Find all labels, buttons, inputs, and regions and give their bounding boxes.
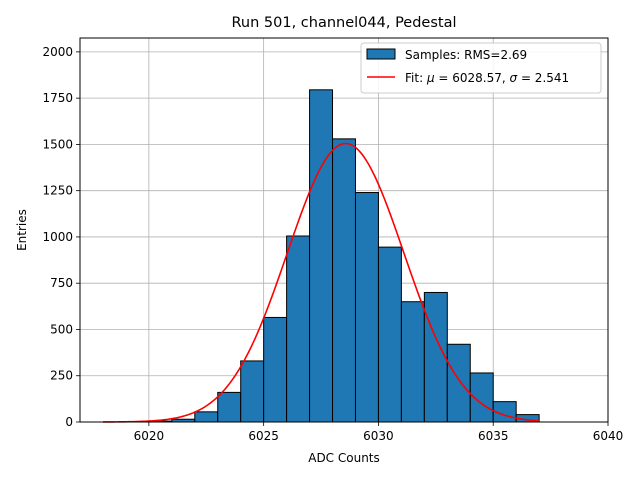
histogram-bar [446, 343, 471, 423]
x-tick-label: 6030 [363, 429, 394, 443]
y-axis-ticks: 0 250 500 750 1000 1250 1500 1750 2000 [42, 45, 80, 429]
legend-swatch-samples [366, 48, 396, 60]
histogram-bar [332, 138, 356, 423]
plot-frame [79, 37, 609, 423]
y-tick-label: 500 [50, 322, 73, 336]
legend-fit-prefix: Fit: [405, 71, 427, 85]
y-axis-label: Entries [15, 209, 29, 251]
x-tick-label: 6020 [134, 429, 165, 443]
x-tick-label: 6025 [248, 429, 279, 443]
histogram-bar [377, 246, 402, 423]
histogram-bar [354, 192, 379, 423]
y-tick-label: 250 [50, 369, 73, 383]
fit-curve [102, 142, 540, 423]
legend: Samples: RMS=2.69 Fit: μ = 6028.57, σ = … [360, 42, 602, 94]
legend-fit-sigma-symbol: σ [510, 71, 518, 85]
histogram-bar [217, 391, 242, 423]
y-tick-label: 2000 [42, 45, 73, 59]
legend-label-fit: Fit: μ = 6028.57, σ = 2.541 [405, 71, 569, 85]
histogram-bar [194, 411, 219, 423]
histogram-bar [400, 301, 425, 423]
y-tick-label: 1750 [42, 91, 73, 105]
histogram-bar [309, 89, 334, 423]
histogram-bar [286, 235, 311, 423]
x-tick-label: 6035 [478, 429, 509, 443]
x-axis-label: ADC Counts [308, 451, 380, 465]
legend-fit-mu-symbol: μ [426, 71, 435, 85]
fit-curve-group [102, 142, 540, 423]
chart-title: Run 501, channel044, Pedestal [231, 15, 456, 31]
legend-fit-sigma-value: = 2.541 [517, 71, 569, 85]
legend-label-samples: Samples: RMS=2.69 [405, 48, 527, 62]
histogram-bar [240, 360, 265, 423]
x-tick-label: 6040 [593, 429, 624, 443]
legend-box [360, 42, 602, 94]
y-tick-label: 1250 [42, 184, 73, 198]
y-tick-label: 750 [50, 276, 73, 290]
x-axis-ticks: 6020 6025 6030 6035 6040 [134, 422, 624, 443]
histogram-bars [148, 89, 540, 423]
y-tick-label: 0 [65, 415, 73, 429]
histogram-bar [263, 316, 288, 423]
legend-fit-mu-value: = 6028.57, [435, 71, 510, 85]
y-tick-label: 1500 [42, 137, 73, 151]
histogram-bar [423, 291, 448, 423]
y-tick-label: 1000 [42, 230, 73, 244]
